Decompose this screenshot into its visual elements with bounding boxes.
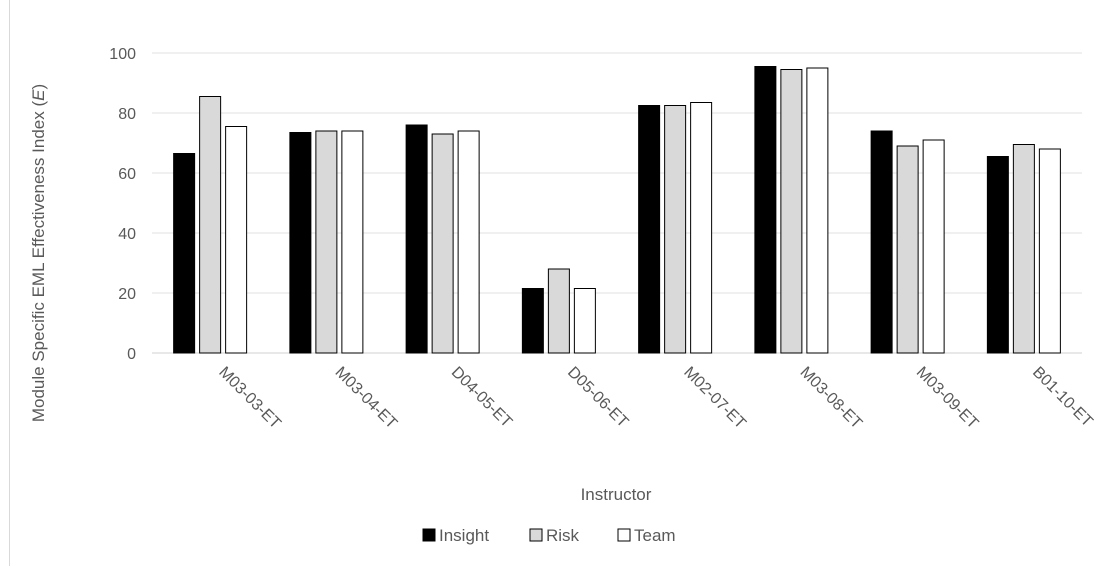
bar-team-m02-07-et	[690, 102, 713, 354]
bar-insight-m03-09-et	[870, 130, 893, 354]
bars	[173, 66, 1061, 354]
left-frame-line	[9, 0, 10, 566]
bar-team-m03-09-et	[922, 139, 945, 354]
bar-team-d05-06-et	[573, 288, 596, 354]
legend-label-insight: Insight	[439, 526, 489, 545]
bar-insight-m03-04-et	[289, 132, 312, 354]
x-tick-label: B01-10-ET	[1029, 364, 1096, 431]
y-tick-label: 100	[109, 46, 136, 63]
legend-label-risk: Risk	[546, 526, 580, 545]
bar-insight-m03-08-et	[754, 66, 777, 354]
legend-swatch-team	[617, 528, 631, 542]
x-tick-label: M03-09-ET	[913, 364, 982, 433]
bar-team-b01-10-et	[1038, 148, 1061, 354]
bar-risk-m02-07-et	[664, 105, 687, 354]
bar-team-d04-05-et	[457, 130, 480, 354]
y-axis-ticks: 0 20 40 60 80 100	[109, 46, 136, 363]
x-tick-label: M03-03-ET	[215, 364, 284, 433]
x-axis-ticks: M03-03-ET M03-04-ET D04-05-ET D05-06-ET M02-…	[215, 364, 1096, 433]
y-tick-label: 20	[118, 286, 136, 303]
y-axis-title: Module Specific EML Effectiveness Index …	[29, 84, 48, 422]
y-tick-label: 80	[118, 106, 136, 123]
bar-risk-m03-03-et	[199, 96, 222, 354]
bar-team-m03-08-et	[806, 67, 829, 354]
bar-insight-d05-06-et	[521, 288, 544, 354]
x-tick-label: M03-08-ET	[797, 364, 866, 433]
legend: Insight Risk Team	[422, 526, 676, 545]
bar-risk-b01-10-et	[1012, 144, 1035, 354]
bar-insight-d04-05-et	[405, 124, 428, 354]
bar-insight-m03-03-et	[173, 153, 196, 354]
bar-risk-m03-08-et	[780, 69, 803, 354]
x-tick-label: D04-05-ET	[448, 364, 516, 432]
x-tick-label: M03-04-ET	[332, 364, 401, 433]
legend-label-team: Team	[634, 526, 676, 545]
bar-team-m03-03-et	[225, 126, 248, 354]
y-tick-label: 40	[118, 226, 136, 243]
bar-risk-d04-05-et	[431, 133, 454, 354]
y-tick-label: 0	[127, 346, 136, 363]
bar-risk-d05-06-et	[547, 268, 570, 354]
bar-insight-b01-10-et	[986, 156, 1009, 354]
legend-swatch-risk	[529, 528, 543, 542]
bar-risk-m03-09-et	[896, 145, 919, 354]
x-tick-label: D05-06-ET	[564, 364, 632, 432]
bar-team-m03-04-et	[341, 130, 364, 354]
x-axis-title: Instructor	[581, 485, 652, 504]
x-tick-label: M02-07-ET	[680, 364, 749, 433]
legend-swatch-insight	[422, 528, 436, 542]
bar-risk-m03-04-et	[315, 130, 338, 354]
y-tick-label: 60	[118, 166, 136, 183]
bar-insight-m02-07-et	[638, 105, 661, 354]
